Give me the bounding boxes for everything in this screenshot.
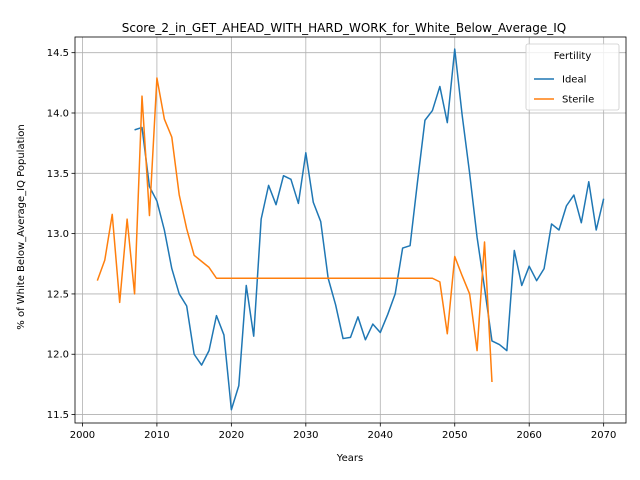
- x-tick-label: 2000: [70, 430, 95, 441]
- series-line-sterile: [96, 77, 493, 383]
- x-axis-label: Years: [336, 453, 363, 464]
- legend: Fertility Ideal Sterile: [525, 43, 620, 111]
- legend-entry-label: Ideal: [562, 75, 586, 86]
- y-axis-ticks: 11.5 12.0 12.5 13.0 13.5 14.0 14.5: [47, 48, 75, 421]
- series-line-ideal: [134, 48, 605, 411]
- x-tick-label: 2010: [144, 430, 169, 441]
- x-tick-label: 2020: [219, 430, 244, 441]
- x-axis-ticks: 2000 2010 2020 2030 2040 2050 2060 2070: [70, 423, 616, 441]
- chart-title: Score_2_in_GET_AHEAD_WITH_HARD_WORK_for_…: [122, 21, 567, 35]
- y-tick-label: 13.5: [47, 169, 69, 180]
- y-tick-label: 14.0: [47, 108, 69, 119]
- y-tick-label: 12.0: [47, 350, 69, 361]
- series-lines: [96, 48, 605, 411]
- y-axis-label: % of White Below_Average_IQ Population: [16, 124, 27, 329]
- legend-title: Fertility: [554, 51, 592, 62]
- y-tick-label: 14.5: [47, 48, 69, 59]
- x-tick-label: 2070: [591, 430, 616, 441]
- y-tick-label: 12.5: [47, 289, 69, 300]
- x-tick-label: 2040: [368, 430, 393, 441]
- x-tick-label: 2030: [293, 430, 318, 441]
- legend-box: [525, 43, 620, 111]
- y-tick-label: 11.5: [47, 410, 69, 421]
- x-tick-label: 2060: [516, 430, 541, 441]
- plot-frame: [74, 36, 627, 424]
- y-tick-label: 13.0: [47, 229, 69, 240]
- legend-entry-label: Sterile: [562, 95, 594, 106]
- x-tick-label: 2050: [442, 430, 467, 441]
